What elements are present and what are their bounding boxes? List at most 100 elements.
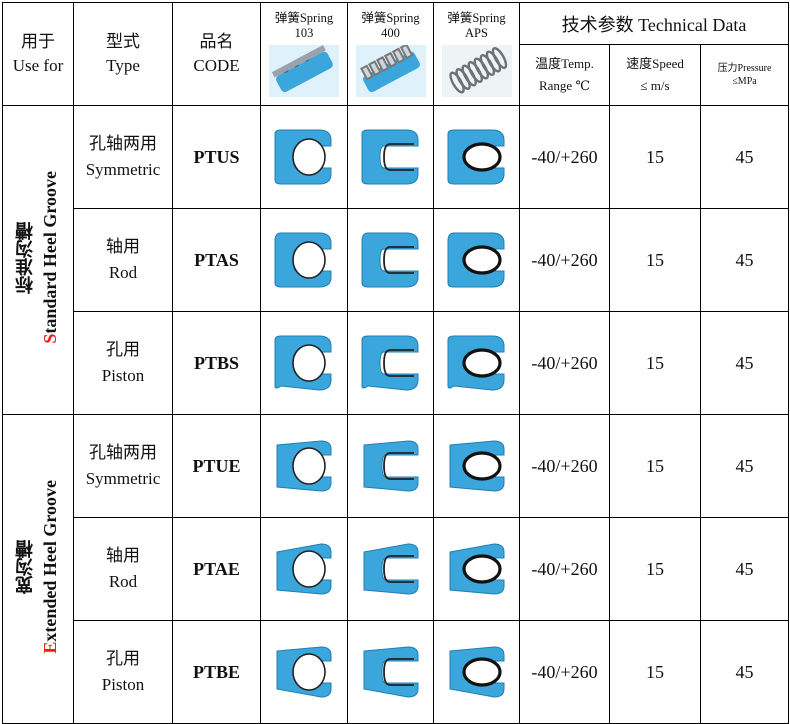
type-en: Type bbox=[106, 56, 140, 75]
table-row: 轴用 Rod PTAE -40/+260 15 45 bbox=[3, 517, 790, 621]
seal-103-cell bbox=[260, 208, 348, 312]
spring-cavity bbox=[389, 251, 418, 269]
spring-channel bbox=[382, 349, 414, 377]
spring-ring bbox=[292, 344, 326, 382]
code-cell: PTUS bbox=[172, 105, 261, 209]
seal-profile-103-image bbox=[276, 440, 332, 492]
temp-cell: -40/+260 bbox=[519, 208, 610, 312]
header-spring-aps: 弹簧Spring APS bbox=[433, 2, 520, 106]
spring-cavity bbox=[389, 354, 418, 372]
pressure-cell: 45 bbox=[699, 620, 790, 724]
header-pressure: 压力Pressure ≤MPa bbox=[699, 44, 790, 106]
spring-aps-line2: APS bbox=[465, 26, 488, 40]
spring-aps-line1: 弹簧Spring bbox=[447, 11, 506, 25]
seal-103-cell bbox=[260, 105, 348, 209]
seal-400-cell bbox=[347, 208, 434, 312]
pressure-cell: 45 bbox=[699, 517, 790, 621]
header-row-2: 温度Temp. Range ℃ 速度Speed ≤ m/s 压力Pressure… bbox=[3, 44, 790, 106]
code-cell: PTAS bbox=[172, 208, 261, 312]
type-cell: 孔用 Piston bbox=[73, 620, 173, 724]
group-label-vertical: 标准沟槽 Standard Heel Groove bbox=[14, 171, 62, 344]
seal-aps-cell bbox=[433, 414, 520, 518]
pressure-cell: 45 bbox=[699, 105, 790, 209]
group-label-vertical: 宽沟槽 Extended Heel Groove bbox=[14, 480, 62, 654]
type-en: Rod bbox=[108, 263, 138, 282]
temp-cell: -40/+260 bbox=[519, 105, 610, 209]
spring-ring bbox=[461, 657, 502, 687]
spring-channel bbox=[382, 246, 414, 274]
type-cn: 孔用 bbox=[106, 340, 140, 359]
table-row: 标准沟槽 Standard Heel Groove 孔轴两用 Symmetric P… bbox=[2, 105, 790, 415]
table-row: 孔用 Piston PTBE -40/+260 15 45 bbox=[3, 620, 790, 724]
use-for-cn: 用于 bbox=[21, 32, 55, 51]
group-label-cn: 宽沟槽 bbox=[15, 539, 36, 594]
spring-ring bbox=[292, 653, 326, 691]
code-cn: 品名 bbox=[199, 32, 234, 51]
seal-profile-103-image bbox=[274, 232, 332, 288]
speed-cell: 15 bbox=[609, 414, 701, 518]
type-en: Symmetric bbox=[85, 469, 161, 488]
seal-profile-103-image bbox=[274, 335, 332, 391]
speed-line2: ≤ m/s bbox=[640, 78, 670, 93]
header-technical-data: 技术参数 Technical Data bbox=[518, 2, 790, 45]
type-en: Rod bbox=[108, 572, 138, 591]
seal-profile-400-image bbox=[363, 440, 418, 492]
header-spring-103: 弹簧Spring 103 bbox=[260, 2, 348, 106]
seal-aps-cell bbox=[433, 105, 520, 209]
speed-cell: 15 bbox=[609, 208, 701, 312]
type-cell: 孔轴两用 Symmetric bbox=[73, 105, 173, 209]
speed-cell: 15 bbox=[609, 620, 701, 724]
spring-ring bbox=[461, 245, 502, 275]
temp-cell: -40/+260 bbox=[519, 620, 610, 724]
type-cn: 轴用 bbox=[106, 237, 140, 256]
spring-channel bbox=[382, 555, 414, 583]
header-type: 型式 Type bbox=[73, 2, 173, 106]
type-cn: 孔轴两用 bbox=[89, 443, 157, 462]
spring-channel bbox=[382, 658, 414, 686]
speed-cell: 15 bbox=[609, 311, 701, 415]
seal-aps-cell bbox=[433, 208, 520, 312]
spring-cavity bbox=[389, 148, 418, 166]
seal-103-cell bbox=[260, 517, 348, 621]
spring-cavity bbox=[389, 663, 418, 681]
speed-line1: 速度Speed bbox=[626, 56, 684, 71]
spring-103-line2: 103 bbox=[294, 26, 314, 40]
seal-103-cell bbox=[260, 620, 348, 724]
seal-aps-cell bbox=[433, 620, 520, 724]
seal-profile-aps-image bbox=[449, 646, 504, 698]
spring-channel bbox=[382, 143, 414, 171]
seal-profile-103-image bbox=[274, 129, 332, 185]
speed-cell: 15 bbox=[609, 517, 701, 621]
type-en: Symmetric bbox=[85, 160, 161, 179]
spring-103-line1: 弹簧Spring bbox=[274, 11, 334, 25]
type-en: Piston bbox=[101, 675, 145, 694]
spring-ring bbox=[292, 241, 326, 279]
temp-line2: Range ℃ bbox=[538, 78, 590, 93]
spring-ring bbox=[461, 142, 502, 172]
type-cn: 轴用 bbox=[106, 546, 140, 565]
seal-400-cell bbox=[347, 517, 434, 621]
type-cn: 孔用 bbox=[106, 649, 140, 668]
spring-ring bbox=[292, 138, 326, 176]
spring-ring bbox=[292, 447, 326, 485]
header-spring-400: 弹簧Spring 400 bbox=[347, 2, 434, 106]
speed-cell: 15 bbox=[609, 105, 701, 209]
temp-cell: -40/+260 bbox=[519, 414, 610, 518]
seal-profile-aps-image bbox=[449, 440, 504, 492]
group-label-standard: 标准沟槽 Standard Heel Groove bbox=[2, 105, 74, 415]
type-cell: 轴用 Rod bbox=[73, 517, 173, 621]
seal-profile-103-image bbox=[276, 543, 332, 595]
spring-ring bbox=[461, 348, 502, 378]
spring-103-icon bbox=[269, 45, 339, 97]
seal-400-cell bbox=[347, 414, 434, 518]
spring-aps-icon bbox=[441, 45, 512, 97]
temp-cell: -40/+260 bbox=[519, 311, 610, 415]
type-cell: 孔用 Piston bbox=[73, 311, 173, 415]
group-label-en: tandard Heel Groove bbox=[40, 171, 60, 334]
type-cell: 轴用 Rod bbox=[73, 208, 173, 312]
header-use-for: 用于 Use for bbox=[2, 2, 74, 106]
seal-profile-400-image bbox=[361, 335, 418, 391]
code-cell: PTBS bbox=[172, 311, 261, 415]
seal-profile-aps-image bbox=[447, 335, 504, 391]
